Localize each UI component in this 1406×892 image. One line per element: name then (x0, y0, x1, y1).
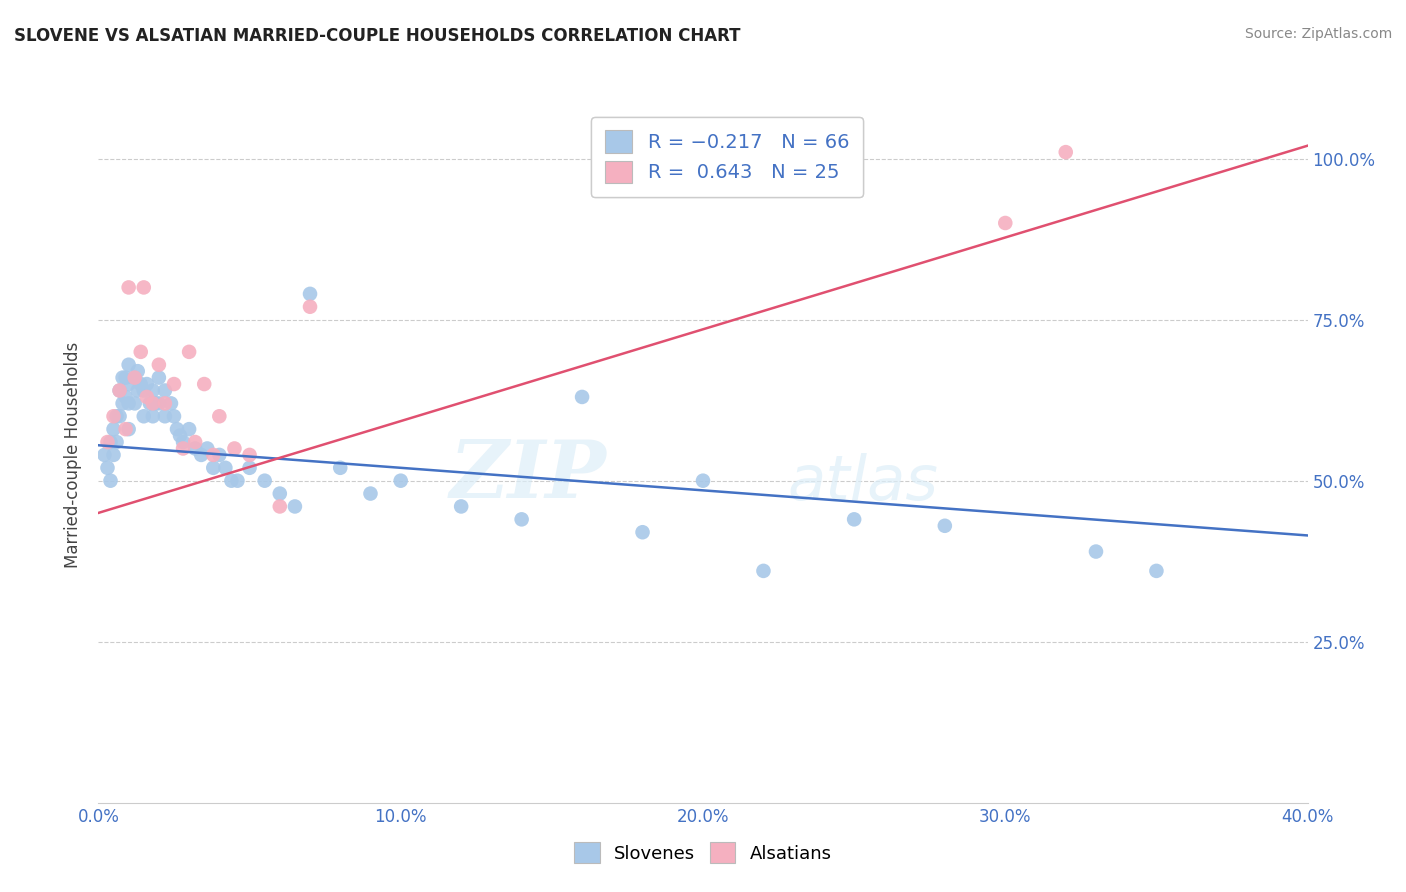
Point (153, 384, 176, 398)
Point (132, 409, 155, 424)
Point (934, 518, 956, 533)
Point (202, 448, 225, 462)
Point (184, 435, 207, 450)
Point (153, 409, 176, 424)
Point (190, 448, 212, 462)
Point (202, 460, 225, 475)
Point (135, 377, 157, 392)
Point (118, 422, 141, 436)
Point (284, 500, 307, 514)
Point (269, 500, 291, 514)
Point (179, 422, 201, 436)
Point (208, 409, 231, 424)
Point (142, 409, 165, 424)
Point (148, 370, 170, 384)
Point (114, 390, 136, 404)
Point (124, 370, 146, 384)
Point (269, 486, 291, 500)
Point (172, 442, 194, 456)
Point (163, 409, 186, 424)
Point (224, 442, 246, 456)
Legend: R = −0.217   N = 66, R =  0.643   N = 25: R = −0.217 N = 66, R = 0.643 N = 25 (592, 117, 863, 196)
Point (105, 435, 128, 450)
Point (299, 300, 322, 314)
Point (844, 512, 866, 526)
Point (96, 435, 118, 450)
Point (329, 460, 352, 475)
Point (103, 422, 125, 436)
Point (139, 396, 162, 410)
Point (1054, 145, 1077, 160)
Point (169, 428, 191, 442)
Point (299, 286, 322, 301)
Point (132, 280, 155, 294)
Point (153, 396, 176, 410)
Text: SLOVENE VS ALSATIAN MARRIED-COUPLE HOUSEHOLDS CORRELATION CHART: SLOVENE VS ALSATIAN MARRIED-COUPLE HOUSE… (14, 27, 741, 45)
Point (118, 358, 141, 372)
Point (100, 474, 122, 488)
Point (172, 435, 194, 450)
Point (111, 370, 134, 384)
Point (127, 384, 149, 398)
Point (142, 396, 165, 410)
Text: atlas: atlas (787, 453, 939, 513)
Point (239, 448, 262, 462)
Point (389, 474, 412, 488)
Point (118, 280, 141, 294)
Point (193, 377, 215, 392)
Point (118, 377, 141, 392)
Point (108, 384, 131, 398)
Point (179, 344, 201, 359)
Point (129, 344, 152, 359)
Point (114, 422, 136, 436)
Point (450, 500, 472, 514)
Point (631, 525, 654, 540)
Point (163, 377, 186, 392)
Point (510, 512, 533, 526)
Point (208, 448, 231, 462)
Point (166, 422, 188, 436)
Point (108, 384, 131, 398)
Point (1085, 544, 1108, 558)
Point (145, 396, 167, 410)
Point (96, 460, 118, 475)
Point (1144, 564, 1167, 578)
Point (752, 564, 775, 578)
Point (93, 448, 115, 462)
Point (148, 358, 170, 372)
Point (226, 474, 249, 488)
Point (184, 442, 207, 456)
Point (103, 409, 125, 424)
Point (135, 390, 157, 404)
Point (105, 409, 128, 424)
Point (124, 370, 146, 384)
Text: ZIP: ZIP (450, 437, 606, 515)
Point (108, 409, 131, 424)
Point (221, 474, 243, 488)
Point (142, 384, 165, 398)
Legend: Slovenes, Alsatians: Slovenes, Alsatians (564, 831, 842, 874)
Point (253, 474, 276, 488)
Point (127, 364, 149, 378)
Point (148, 396, 170, 410)
Point (160, 396, 183, 410)
Point (118, 396, 141, 410)
Point (360, 486, 382, 500)
Point (111, 396, 134, 410)
Point (132, 384, 155, 398)
Point (214, 460, 236, 475)
Point (239, 460, 262, 475)
Point (124, 396, 146, 410)
Point (103, 448, 125, 462)
Point (195, 442, 218, 456)
Point (114, 370, 136, 384)
Point (100, 435, 122, 450)
Point (571, 390, 593, 404)
Text: Source: ZipAtlas.com: Source: ZipAtlas.com (1244, 27, 1392, 41)
Point (129, 377, 152, 392)
Point (692, 474, 714, 488)
Point (994, 216, 1017, 230)
Y-axis label: Married-couple Households: Married-couple Households (65, 342, 83, 568)
